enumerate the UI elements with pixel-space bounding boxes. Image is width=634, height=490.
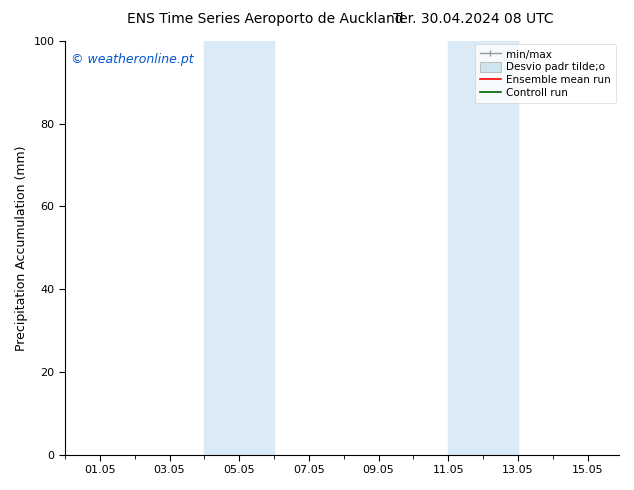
Legend: min/max, Desvio padr tilde;o, Ensemble mean run, Controll run: min/max, Desvio padr tilde;o, Ensemble m… (475, 44, 616, 103)
Text: ENS Time Series Aeroporto de Auckland: ENS Time Series Aeroporto de Auckland (127, 12, 403, 26)
Bar (204, 41, 274, 455)
Bar (448, 41, 518, 455)
Text: Ter. 30.04.2024 08 UTC: Ter. 30.04.2024 08 UTC (393, 12, 553, 26)
Text: © weatheronline.pt: © weatheronline.pt (70, 53, 193, 67)
Y-axis label: Precipitation Accumulation (mm): Precipitation Accumulation (mm) (15, 145, 28, 350)
